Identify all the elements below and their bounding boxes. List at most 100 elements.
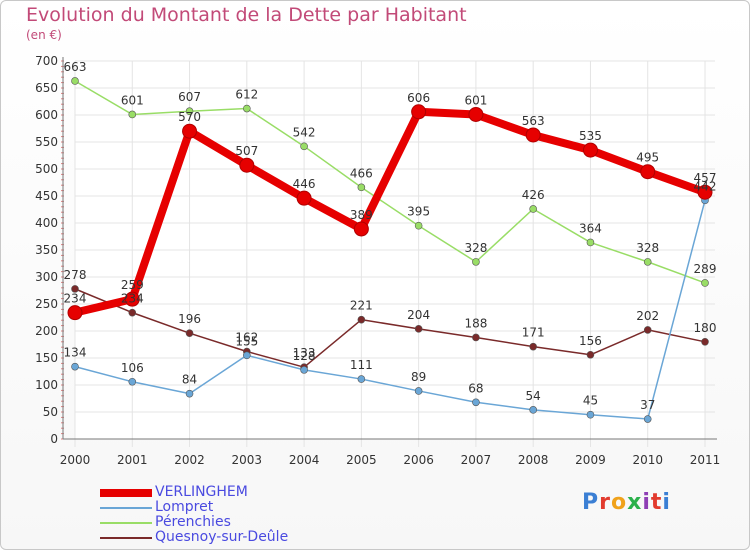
series-line <box>74 107 707 317</box>
logo-letter: i <box>642 490 651 515</box>
data-label: 426 <box>522 188 545 202</box>
x-tick-label: 2008 <box>518 453 549 467</box>
data-label: 84 <box>182 373 197 387</box>
data-label: 54 <box>526 389 541 403</box>
y-tick-label: 300 <box>35 270 58 284</box>
data-label: 570 <box>178 110 201 124</box>
data-point <box>586 410 595 419</box>
data-label: 542 <box>293 125 316 139</box>
legend-swatch <box>100 537 152 539</box>
data-label: 495 <box>636 151 659 165</box>
data-label: 180 <box>694 321 717 335</box>
data-point <box>414 387 423 395</box>
y-tick-label: 200 <box>35 324 58 338</box>
data-label: 563 <box>522 114 545 128</box>
x-tick-label: 2001 <box>117 453 148 467</box>
y-tick-label: 450 <box>35 189 58 203</box>
data-label: 278 <box>64 268 87 282</box>
data-label: 364 <box>579 221 602 235</box>
data-label: 395 <box>407 205 430 219</box>
legend-label: Pérenchies <box>155 514 231 530</box>
data-point <box>185 107 194 116</box>
data-label: 507 <box>235 144 258 158</box>
data-label: 328 <box>636 241 659 255</box>
y-tick-label: 250 <box>35 297 58 311</box>
data-label: 466 <box>350 166 373 180</box>
series-line <box>74 80 706 284</box>
data-point <box>296 190 312 206</box>
data-point <box>128 377 137 386</box>
data-point <box>643 258 652 266</box>
data-point <box>640 164 656 180</box>
data-point <box>124 291 140 307</box>
data-point <box>472 333 480 342</box>
proxiti-logo: Proxiti <box>582 490 671 515</box>
data-label: 202 <box>636 309 659 323</box>
data-point <box>300 142 308 151</box>
y-tick-label: 350 <box>35 243 58 257</box>
x-tick-label: 2010 <box>632 453 663 467</box>
data-point <box>182 123 198 139</box>
data-point <box>414 221 423 230</box>
data-label: 446 <box>293 177 316 191</box>
data-point <box>529 406 537 414</box>
x-tick-label: 2011 <box>690 453 721 467</box>
y-tick-label: 600 <box>35 108 58 122</box>
series-line <box>74 200 706 420</box>
y-tick-label: 550 <box>35 135 58 149</box>
data-label: 328 <box>464 241 487 255</box>
x-tick-label: 2005 <box>346 453 377 467</box>
data-point <box>586 238 595 247</box>
data-point <box>128 308 137 317</box>
data-label: 89 <box>411 370 426 384</box>
data-point <box>701 337 709 346</box>
series-line <box>74 288 706 368</box>
data-point <box>697 184 713 200</box>
data-label: 188 <box>464 316 487 330</box>
legend-label: Lompret <box>155 499 214 515</box>
data-point <box>414 325 423 333</box>
logo-letter: r <box>599 490 611 515</box>
data-label: 606 <box>407 91 430 105</box>
x-tick-label: 2002 <box>174 453 205 467</box>
data-label: 457 <box>694 171 717 185</box>
data-point <box>357 315 366 324</box>
data-label: 162 <box>235 331 258 345</box>
legend-label: VERLINGHEM <box>155 484 248 500</box>
data-label: 155 <box>235 334 258 348</box>
data-point <box>582 142 598 158</box>
data-label: 601 <box>121 93 144 107</box>
data-label: 128 <box>293 349 316 363</box>
logo-letter: o <box>610 490 628 515</box>
data-point <box>586 350 595 359</box>
data-label: 196 <box>178 312 201 326</box>
logo-letter: i <box>662 490 671 515</box>
y-tick-label: 500 <box>35 162 58 176</box>
y-tick-label: 50 <box>43 405 58 419</box>
logo-letter: P <box>582 490 600 515</box>
data-point <box>71 285 79 293</box>
data-point <box>529 342 537 351</box>
data-point <box>185 389 194 398</box>
data-label: 442 <box>694 179 717 193</box>
data-point <box>243 104 251 113</box>
legend-swatch <box>100 507 152 509</box>
data-point <box>67 305 83 321</box>
data-point <box>525 127 541 143</box>
data-point <box>411 104 427 120</box>
logo-letter: x <box>627 490 643 515</box>
data-label: 221 <box>350 299 373 313</box>
data-point <box>128 110 137 119</box>
data-point <box>472 258 480 266</box>
data-label: 612 <box>235 88 258 102</box>
data-label: 134 <box>64 346 87 360</box>
data-point <box>239 157 255 173</box>
data-label: 171 <box>522 326 545 340</box>
x-tick-label: 2009 <box>575 453 606 467</box>
data-point <box>701 279 709 287</box>
data-point <box>643 326 652 334</box>
data-point <box>71 362 79 371</box>
data-label: 234 <box>121 292 144 306</box>
y-tick-label: 700 <box>35 54 58 68</box>
